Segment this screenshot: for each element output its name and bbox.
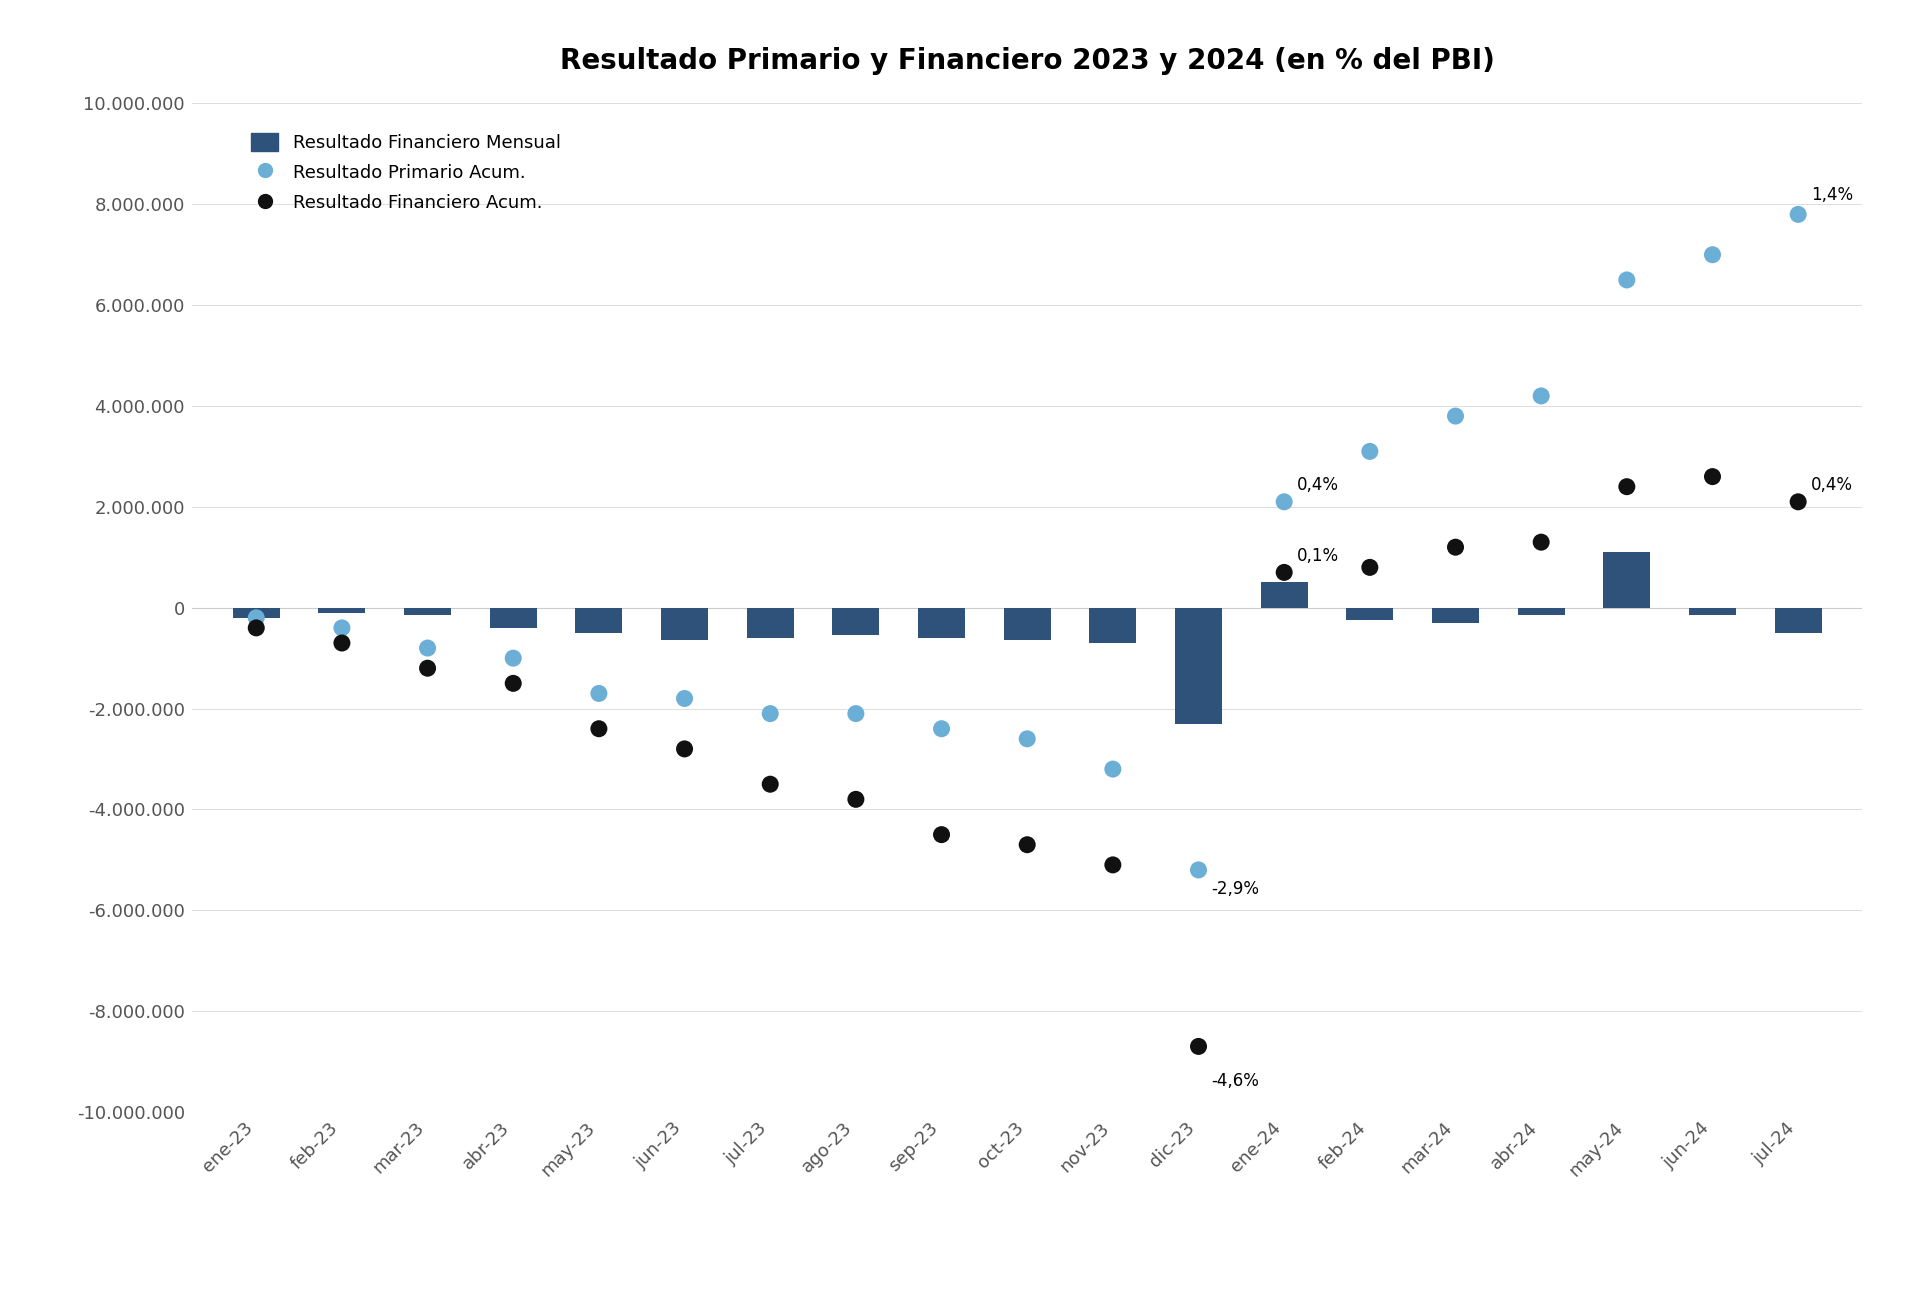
Bar (747, 608, 793, 637)
Text: 0,1%: 0,1% (1298, 547, 1338, 565)
Point (1697, 244, 1728, 265)
Point (1526, 531, 1557, 552)
Bar (403, 608, 451, 615)
Point (1784, 491, 1814, 512)
Point (1784, 204, 1814, 225)
Point (670, 688, 701, 709)
Bar (1603, 552, 1651, 608)
Text: -2,9%: -2,9% (1212, 881, 1260, 899)
Point (841, 789, 872, 809)
Point (497, 672, 528, 693)
Point (925, 719, 956, 740)
Bar (232, 608, 280, 618)
Point (755, 773, 785, 794)
Point (670, 738, 701, 759)
Bar (1517, 608, 1565, 615)
Point (1269, 491, 1300, 512)
Bar (1432, 608, 1478, 623)
Point (326, 618, 357, 639)
Point (1526, 385, 1557, 406)
Point (240, 618, 271, 639)
Point (1354, 441, 1384, 462)
Point (925, 825, 956, 846)
Point (1183, 860, 1213, 881)
Bar (660, 608, 708, 640)
Point (1098, 759, 1129, 780)
Point (1611, 476, 1642, 497)
Bar (1774, 608, 1822, 632)
Point (1440, 406, 1471, 427)
Point (584, 719, 614, 740)
Bar (1261, 582, 1308, 608)
Bar (831, 608, 879, 635)
Point (1611, 270, 1642, 291)
Point (584, 683, 614, 703)
Point (1183, 1036, 1213, 1056)
Legend: Resultado Financiero Mensual, Resultado Primario Acum., Resultado Financiero Acu: Resultado Financiero Mensual, Resultado … (252, 133, 561, 212)
Point (841, 703, 872, 724)
Text: -4,6%: -4,6% (1212, 1072, 1260, 1090)
Text: 1,4%: 1,4% (1811, 186, 1853, 204)
Point (755, 703, 785, 724)
Point (1012, 728, 1043, 749)
Point (1012, 834, 1043, 855)
Bar (918, 608, 966, 637)
Bar (1089, 608, 1137, 643)
Bar (1690, 608, 1736, 615)
Bar (319, 608, 365, 613)
Point (413, 637, 444, 658)
Point (1697, 467, 1728, 487)
Text: 0,4%: 0,4% (1298, 476, 1338, 494)
Point (1354, 557, 1384, 578)
Bar (576, 608, 622, 632)
Title: Resultado Primario y Financiero 2023 y 2024 (en % del PBI): Resultado Primario y Financiero 2023 y 2… (561, 47, 1494, 75)
Point (326, 632, 357, 653)
Bar (1346, 608, 1394, 621)
Bar (1004, 608, 1050, 640)
Point (497, 648, 528, 668)
Bar (490, 608, 538, 628)
Point (240, 608, 271, 628)
Text: 0,4%: 0,4% (1811, 476, 1853, 494)
Point (413, 658, 444, 679)
Point (1440, 537, 1471, 557)
Bar (1175, 608, 1221, 724)
Point (1098, 855, 1129, 875)
Point (1269, 562, 1300, 583)
